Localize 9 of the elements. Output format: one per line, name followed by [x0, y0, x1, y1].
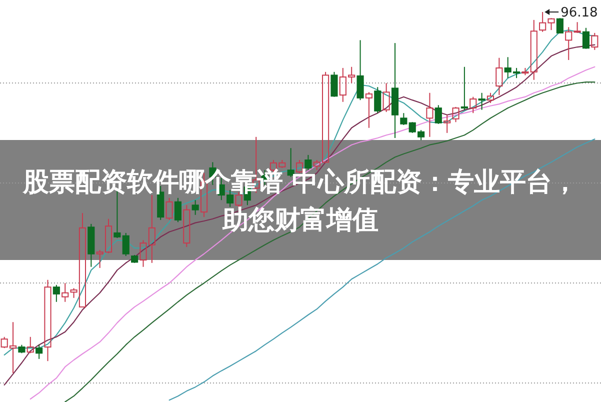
candlestick: [192, 200, 199, 216]
candlestick: [44, 279, 52, 362]
candlestick: [62, 282, 69, 302]
annotation: 96.18: [560, 6, 598, 20]
candlestick: [530, 19, 538, 80]
candlestick: [496, 57, 503, 96]
candlestick: [565, 26, 572, 61]
candlestick: [391, 42, 399, 138]
candlestick: [426, 92, 434, 138]
